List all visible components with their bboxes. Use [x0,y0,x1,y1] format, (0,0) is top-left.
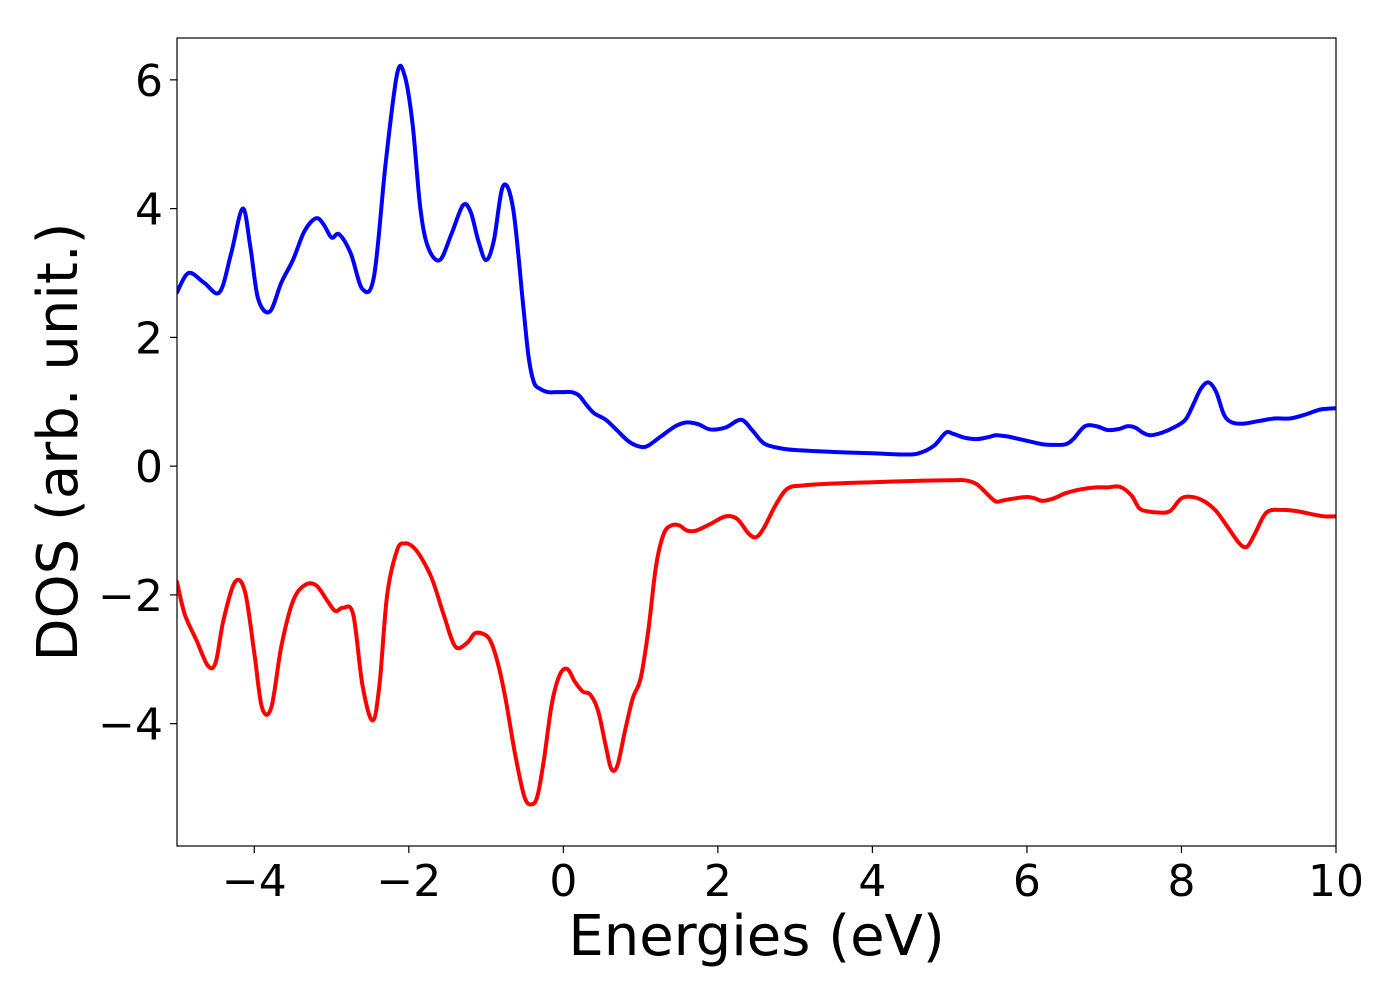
x-tick-label: 10 [1308,856,1364,907]
series-line-2 [177,477,1336,807]
x-tick-label: −4 [222,856,287,907]
x-tick-label: 6 [1013,856,1041,907]
y-tick-label: 0 [135,442,163,493]
series-line-1 [177,63,1336,457]
y-tick-label: 4 [135,185,163,236]
y-tick-label: −2 [98,571,163,622]
y-axis-label: DOS (arb. unit.) [26,222,91,661]
x-tick-label: −2 [376,856,441,907]
plot-frame [176,37,1337,847]
x-tick-label: 0 [549,856,577,907]
x-axis-label: Energies (eV) [568,904,944,969]
x-tick-label: 2 [704,856,732,907]
y-tick-label: 2 [135,313,163,364]
series-layer [177,63,1336,807]
x-axis: −4 −2 0 2 4 6 8 10 [222,846,1364,907]
y-axis: −4 −2 0 2 4 6 [98,56,177,751]
x-tick-label: 4 [858,856,886,907]
x-tick-label: 8 [1167,856,1195,907]
y-tick-label: 6 [135,56,163,107]
y-tick-label: −4 [98,700,163,751]
